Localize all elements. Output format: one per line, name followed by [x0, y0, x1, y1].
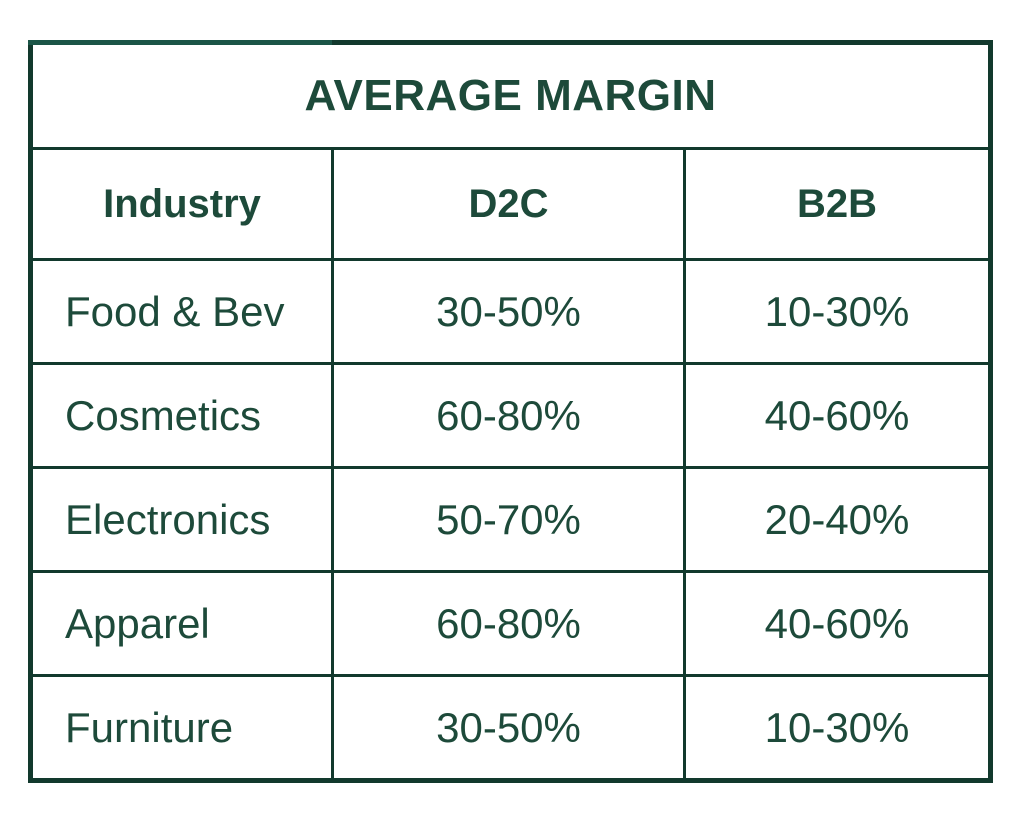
cell-industry: Furniture: [29, 674, 334, 782]
table-row-furniture: Furniture 30-50% 10-30%: [29, 674, 993, 782]
cell-d2c: 60-80%: [331, 570, 686, 677]
cell-industry: Cosmetics: [29, 362, 334, 469]
header-row: Industry D2C B2B: [29, 147, 993, 261]
table-row-food-bev: Food & Bev 30-50% 10-30%: [29, 258, 993, 365]
cell-industry: Food & Bev: [29, 258, 334, 365]
cell-b2b: 40-60%: [682, 362, 993, 469]
column-header-d2c: D2C: [331, 147, 686, 261]
cell-b2b: 10-30%: [682, 674, 993, 782]
table-row-apparel: Apparel 60-80% 40-60%: [29, 570, 993, 677]
cell-d2c: 50-70%: [331, 466, 686, 573]
cell-industry: Electronics: [29, 466, 334, 573]
cell-b2b: 20-40%: [682, 466, 993, 573]
margin-table: AVERAGE MARGIN Industry D2C B2B Food & B…: [28, 40, 994, 783]
table-row-cosmetics: Cosmetics 60-80% 40-60%: [29, 362, 993, 469]
cell-b2b: 40-60%: [682, 570, 993, 677]
average-margin-table: AVERAGE MARGIN Industry D2C B2B Food & B…: [28, 40, 994, 783]
title-row: AVERAGE MARGIN: [28, 41, 993, 150]
cell-d2c: 30-50%: [331, 674, 686, 782]
table-row-electronics: Electronics 50-70% 20-40%: [29, 466, 993, 573]
cell-b2b: 10-30%: [682, 258, 993, 365]
cell-d2c: 60-80%: [331, 362, 686, 469]
table-title: AVERAGE MARGIN: [28, 41, 993, 150]
column-header-b2b: B2B: [682, 147, 993, 261]
cell-d2c: 30-50%: [331, 258, 686, 365]
top-border-accent: [28, 40, 332, 45]
column-header-industry: Industry: [29, 147, 334, 261]
cell-industry: Apparel: [29, 570, 334, 677]
